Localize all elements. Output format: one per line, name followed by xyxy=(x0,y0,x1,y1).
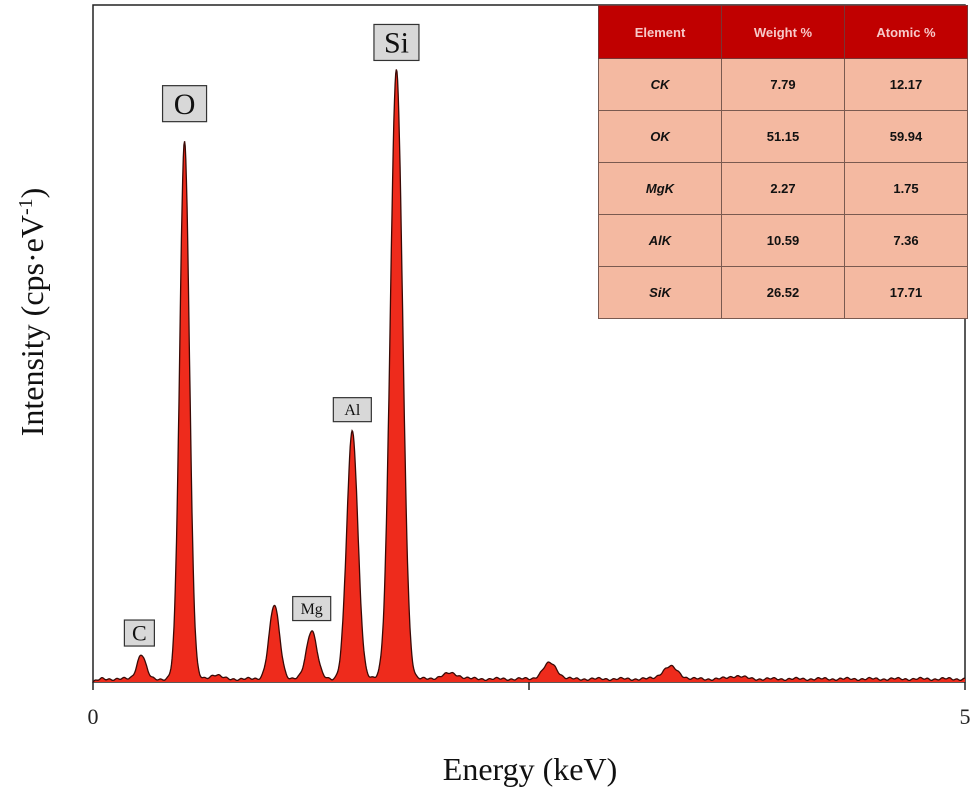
peak-label-box xyxy=(161,85,208,123)
table-row: SiK 26.52 17.71 xyxy=(598,266,968,319)
peak-label-o: O xyxy=(161,85,208,123)
peak-label-box xyxy=(292,595,332,622)
cell-weight: 26.52 xyxy=(721,266,845,319)
cell-atomic: 17.71 xyxy=(844,266,968,319)
peak-label-text: O xyxy=(174,88,196,121)
cell-element: MgK xyxy=(598,162,722,215)
cell-element: AlK xyxy=(598,214,722,267)
peak-label-text: Mg xyxy=(301,601,323,618)
y-axis-title-close: ) xyxy=(14,188,50,199)
table-row: MgK 2.27 1.75 xyxy=(598,162,968,215)
header-weight: Weight % xyxy=(721,5,845,59)
x-tick-label: 0 xyxy=(88,704,99,729)
table-row: OK 51.15 59.94 xyxy=(598,110,968,163)
cell-atomic: 12.17 xyxy=(844,58,968,111)
x-tick-label: 5 xyxy=(960,704,971,729)
peak-labels: C O Mg Al Si xyxy=(123,23,420,647)
peak-label-mg: Mg xyxy=(292,595,332,622)
y-axis-title: Intensity (cps·eV-1) xyxy=(14,188,50,437)
peak-label-al: Al xyxy=(332,397,372,423)
table-row: CK 7.79 12.17 xyxy=(598,58,968,111)
peak-label-box xyxy=(373,23,420,62)
cell-element: OK xyxy=(598,110,722,163)
table-row: AlK 10.59 7.36 xyxy=(598,214,968,267)
table-header-row: Element Weight % Atomic % xyxy=(598,5,968,59)
y-axis-title-main: Intensity (cps·eV xyxy=(14,215,50,436)
cell-atomic: 1.75 xyxy=(844,162,968,215)
peak-label-box xyxy=(123,619,155,647)
y-axis-title-superscript: -1 xyxy=(15,198,37,215)
peak-label-si: Si xyxy=(373,23,420,62)
peak-label-text: Al xyxy=(344,402,361,419)
cell-atomic: 59.94 xyxy=(844,110,968,163)
spectrum-line xyxy=(92,69,966,683)
peak-label-text: Si xyxy=(384,27,409,60)
spectrum-area xyxy=(93,69,965,682)
cell-weight: 51.15 xyxy=(721,110,845,163)
peak-label-box xyxy=(332,397,372,423)
cell-element: SiK xyxy=(598,266,722,319)
cell-weight: 7.79 xyxy=(721,58,845,111)
cell-weight: 10.59 xyxy=(721,214,845,267)
cell-atomic: 7.36 xyxy=(844,214,968,267)
header-element: Element xyxy=(598,5,722,59)
cell-element: CK xyxy=(598,58,722,111)
cell-weight: 2.27 xyxy=(721,162,845,215)
peak-label-c: C xyxy=(123,619,155,647)
composition-table: Element Weight % Atomic % CK 7.79 12.17 … xyxy=(598,5,968,319)
x-axis-title: Energy (keV) xyxy=(443,751,617,787)
header-atomic: Atomic % xyxy=(844,5,968,59)
peak-label-text: C xyxy=(132,621,147,646)
